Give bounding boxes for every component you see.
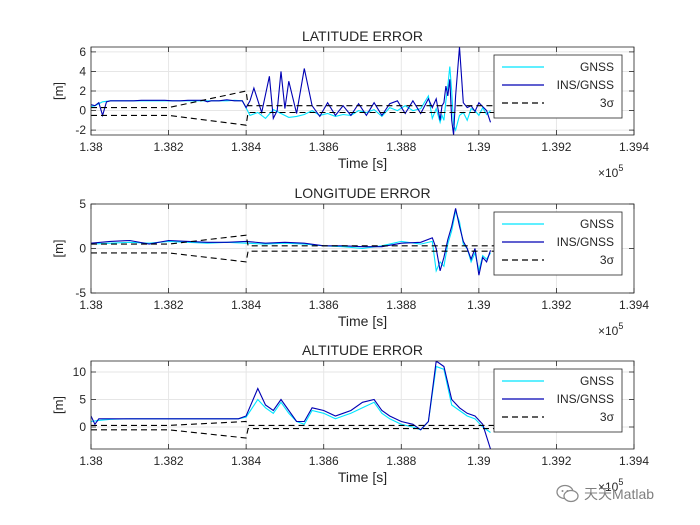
legend-label: GNSS <box>580 217 614 231</box>
x-tick-label: 1.384 <box>231 298 261 312</box>
y-tick-label: -2 <box>75 123 86 137</box>
x-tick-label: 1.388 <box>386 298 416 312</box>
y-tick-label: 0 <box>79 104 86 118</box>
x-axis-label: Time [s] <box>338 469 387 485</box>
x-axis-label: Time [s] <box>338 155 387 171</box>
x-tick-label: 1.388 <box>386 454 416 468</box>
watermark-text: 天天Matlab <box>584 486 655 502</box>
x-tick-label: 1.394 <box>619 140 649 154</box>
legend-box <box>493 368 623 433</box>
legend-label: INS/GNSS <box>557 235 614 249</box>
y-axis-label: [m] <box>51 239 66 257</box>
x-tick-label: 1.392 <box>541 454 571 468</box>
series-group <box>91 361 596 449</box>
x-exponent-label: ×105 <box>598 477 623 494</box>
x-tick-label: 1.386 <box>309 140 339 154</box>
chart-title: ALTITUDE ERROR <box>302 342 423 358</box>
y-tick-label: 5 <box>79 197 86 211</box>
y-tick-label: 6 <box>79 45 86 59</box>
series-group <box>91 208 596 276</box>
series-line-3 <box>91 250 596 263</box>
x-tick-label: 1.392 <box>541 140 571 154</box>
watermark: 天天Matlab <box>556 484 654 504</box>
legend-box <box>493 54 623 119</box>
wechat-icon <box>556 484 579 503</box>
y-tick-label: 4 <box>79 64 86 78</box>
chart-panel-2: 1.38 1.382 1.384 1.386 1.388 1.39 1.392 1.394 -5… <box>51 185 649 338</box>
x-axis-label: Time [s] <box>338 313 387 329</box>
chart-title: LATITUDE ERROR <box>302 28 423 44</box>
y-axis-label: [m] <box>51 396 66 414</box>
legend-label: INS/GNSS <box>557 78 614 92</box>
x-tick-label: 1.388 <box>386 140 416 154</box>
x-tick-label: 1.386 <box>309 298 339 312</box>
series-group <box>91 47 596 135</box>
legend-label: INS/GNSS <box>557 392 614 406</box>
legend-label: 3σ <box>600 253 615 267</box>
chart-title: LONGITUDE ERROR <box>294 185 430 201</box>
x-exponent-label: ×105 <box>598 321 623 338</box>
x-tick-label: 1.384 <box>231 140 261 154</box>
x-tick-label: 1.39 <box>467 140 491 154</box>
y-tick-label: -5 <box>75 286 86 300</box>
x-tick-label: 1.392 <box>541 298 571 312</box>
legend: GNSS INS/GNSS 3σ <box>493 211 623 276</box>
chart-panel-1: 1.38 1.382 1.384 1.386 1.388 1.39 1.392 1.394 -2… <box>51 28 649 180</box>
x-tick-label: 1.39 <box>467 454 491 468</box>
y-axis-label: [m] <box>51 82 66 100</box>
x-tick-label: 1.38 <box>79 140 103 154</box>
series-line-ins-gnss <box>91 208 492 276</box>
axes-box <box>90 360 635 450</box>
y-tick-label: 10 <box>73 365 87 379</box>
legend-box <box>493 211 623 276</box>
legend-label: GNSS <box>580 374 614 388</box>
y-tick-label: 0 <box>79 420 86 434</box>
x-tick-label: 1.382 <box>154 298 184 312</box>
y-tick-label: 0 <box>79 242 86 256</box>
series-line-3-upper <box>91 90 596 109</box>
legend-label: GNSS <box>580 60 614 74</box>
x-tick-label: 1.382 <box>154 140 184 154</box>
y-tick-label: 2 <box>79 84 86 98</box>
legend: GNSS INS/GNSS 3σ <box>493 368 623 433</box>
x-tick-label: 1.394 <box>619 454 649 468</box>
series-line-3 <box>91 428 596 439</box>
chart-panel-3: 1.38 1.382 1.384 1.386 1.388 1.39 1.392 1.394 0 5… <box>51 342 649 494</box>
x-tick-label: 1.382 <box>154 454 184 468</box>
y-tick-label: 5 <box>79 393 86 407</box>
x-tick-label: 1.384 <box>231 454 261 468</box>
x-tick-label: 1.38 <box>79 454 103 468</box>
x-tick-label: 1.38 <box>79 298 103 312</box>
series-line-3-upper <box>91 234 596 247</box>
series-line-3 <box>91 111 596 126</box>
series-line-3-upper <box>91 420 596 426</box>
x-tick-label: 1.386 <box>309 454 339 468</box>
legend-label: 3σ <box>600 410 615 424</box>
x-tick-label: 1.39 <box>467 298 491 312</box>
x-exponent-label: ×105 <box>598 163 623 180</box>
series-line-ins-gnss <box>91 361 492 449</box>
series-line-ins-gnss <box>91 47 492 135</box>
x-tick-label: 1.394 <box>619 298 649 312</box>
legend-label: 3σ <box>600 96 615 110</box>
legend: GNSS INS/GNSS 3σ <box>493 54 623 119</box>
